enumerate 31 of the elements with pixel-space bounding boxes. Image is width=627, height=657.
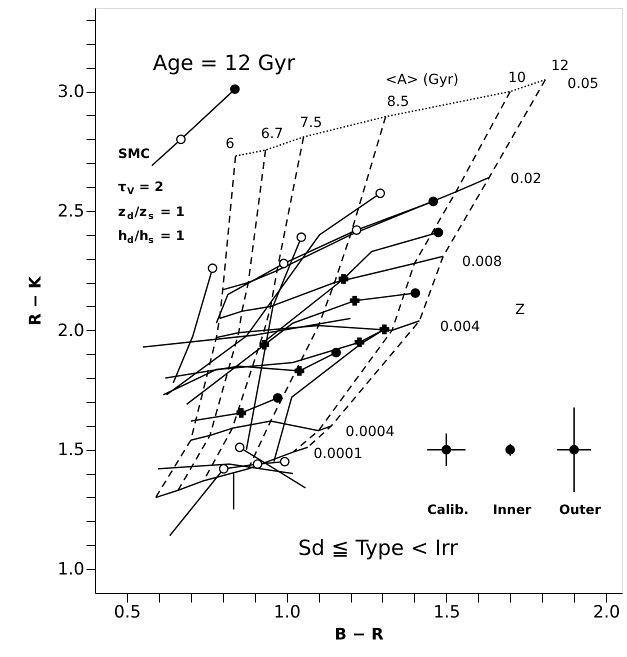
y-tick-label: 2.5 — [57, 201, 84, 222]
x-axis-title: B − R — [334, 624, 384, 644]
annotation: SMC — [118, 147, 150, 162]
y-tick-label: 1.0 — [57, 560, 84, 580]
x-tick-label: 2.0 — [593, 602, 620, 622]
y-tick-label: 2.0 — [57, 320, 84, 341]
annotation: 6 — [226, 136, 235, 152]
x-tick-label: 1.5 — [433, 602, 460, 622]
annotation: Sd ≦ Type < Irr — [298, 536, 458, 560]
annotation: Z — [515, 302, 525, 318]
annotation: 0.05 — [567, 76, 599, 92]
y-tick-label: 1.5 — [57, 440, 84, 460]
annotation: 7.5 — [300, 115, 322, 131]
annotation: Inner — [492, 503, 532, 518]
annotation: 8.5 — [386, 94, 410, 110]
annotation: 12 — [551, 58, 569, 74]
annotation: <A> (Gyr) — [385, 72, 459, 88]
annotation: Age = 12 Gyr — [152, 51, 296, 75]
annotation: 0.008 — [462, 254, 502, 270]
x-tick-label: 0.5 — [114, 602, 141, 622]
annotation: 0.0004 — [346, 424, 395, 440]
annotation: Outer — [559, 503, 602, 518]
annotation: 0.02 — [510, 171, 542, 187]
x-tick-label: 1.0 — [274, 602, 301, 622]
annotation: 10 — [508, 70, 526, 86]
annotation: 0.0001 — [314, 446, 362, 462]
y-tick-label: 3.0 — [57, 82, 84, 102]
annotation: 0.004 — [440, 319, 480, 335]
annotation: 6.7 — [260, 126, 284, 142]
y-axis-title: R − K — [25, 276, 44, 326]
annotation: Calib. — [427, 503, 469, 518]
